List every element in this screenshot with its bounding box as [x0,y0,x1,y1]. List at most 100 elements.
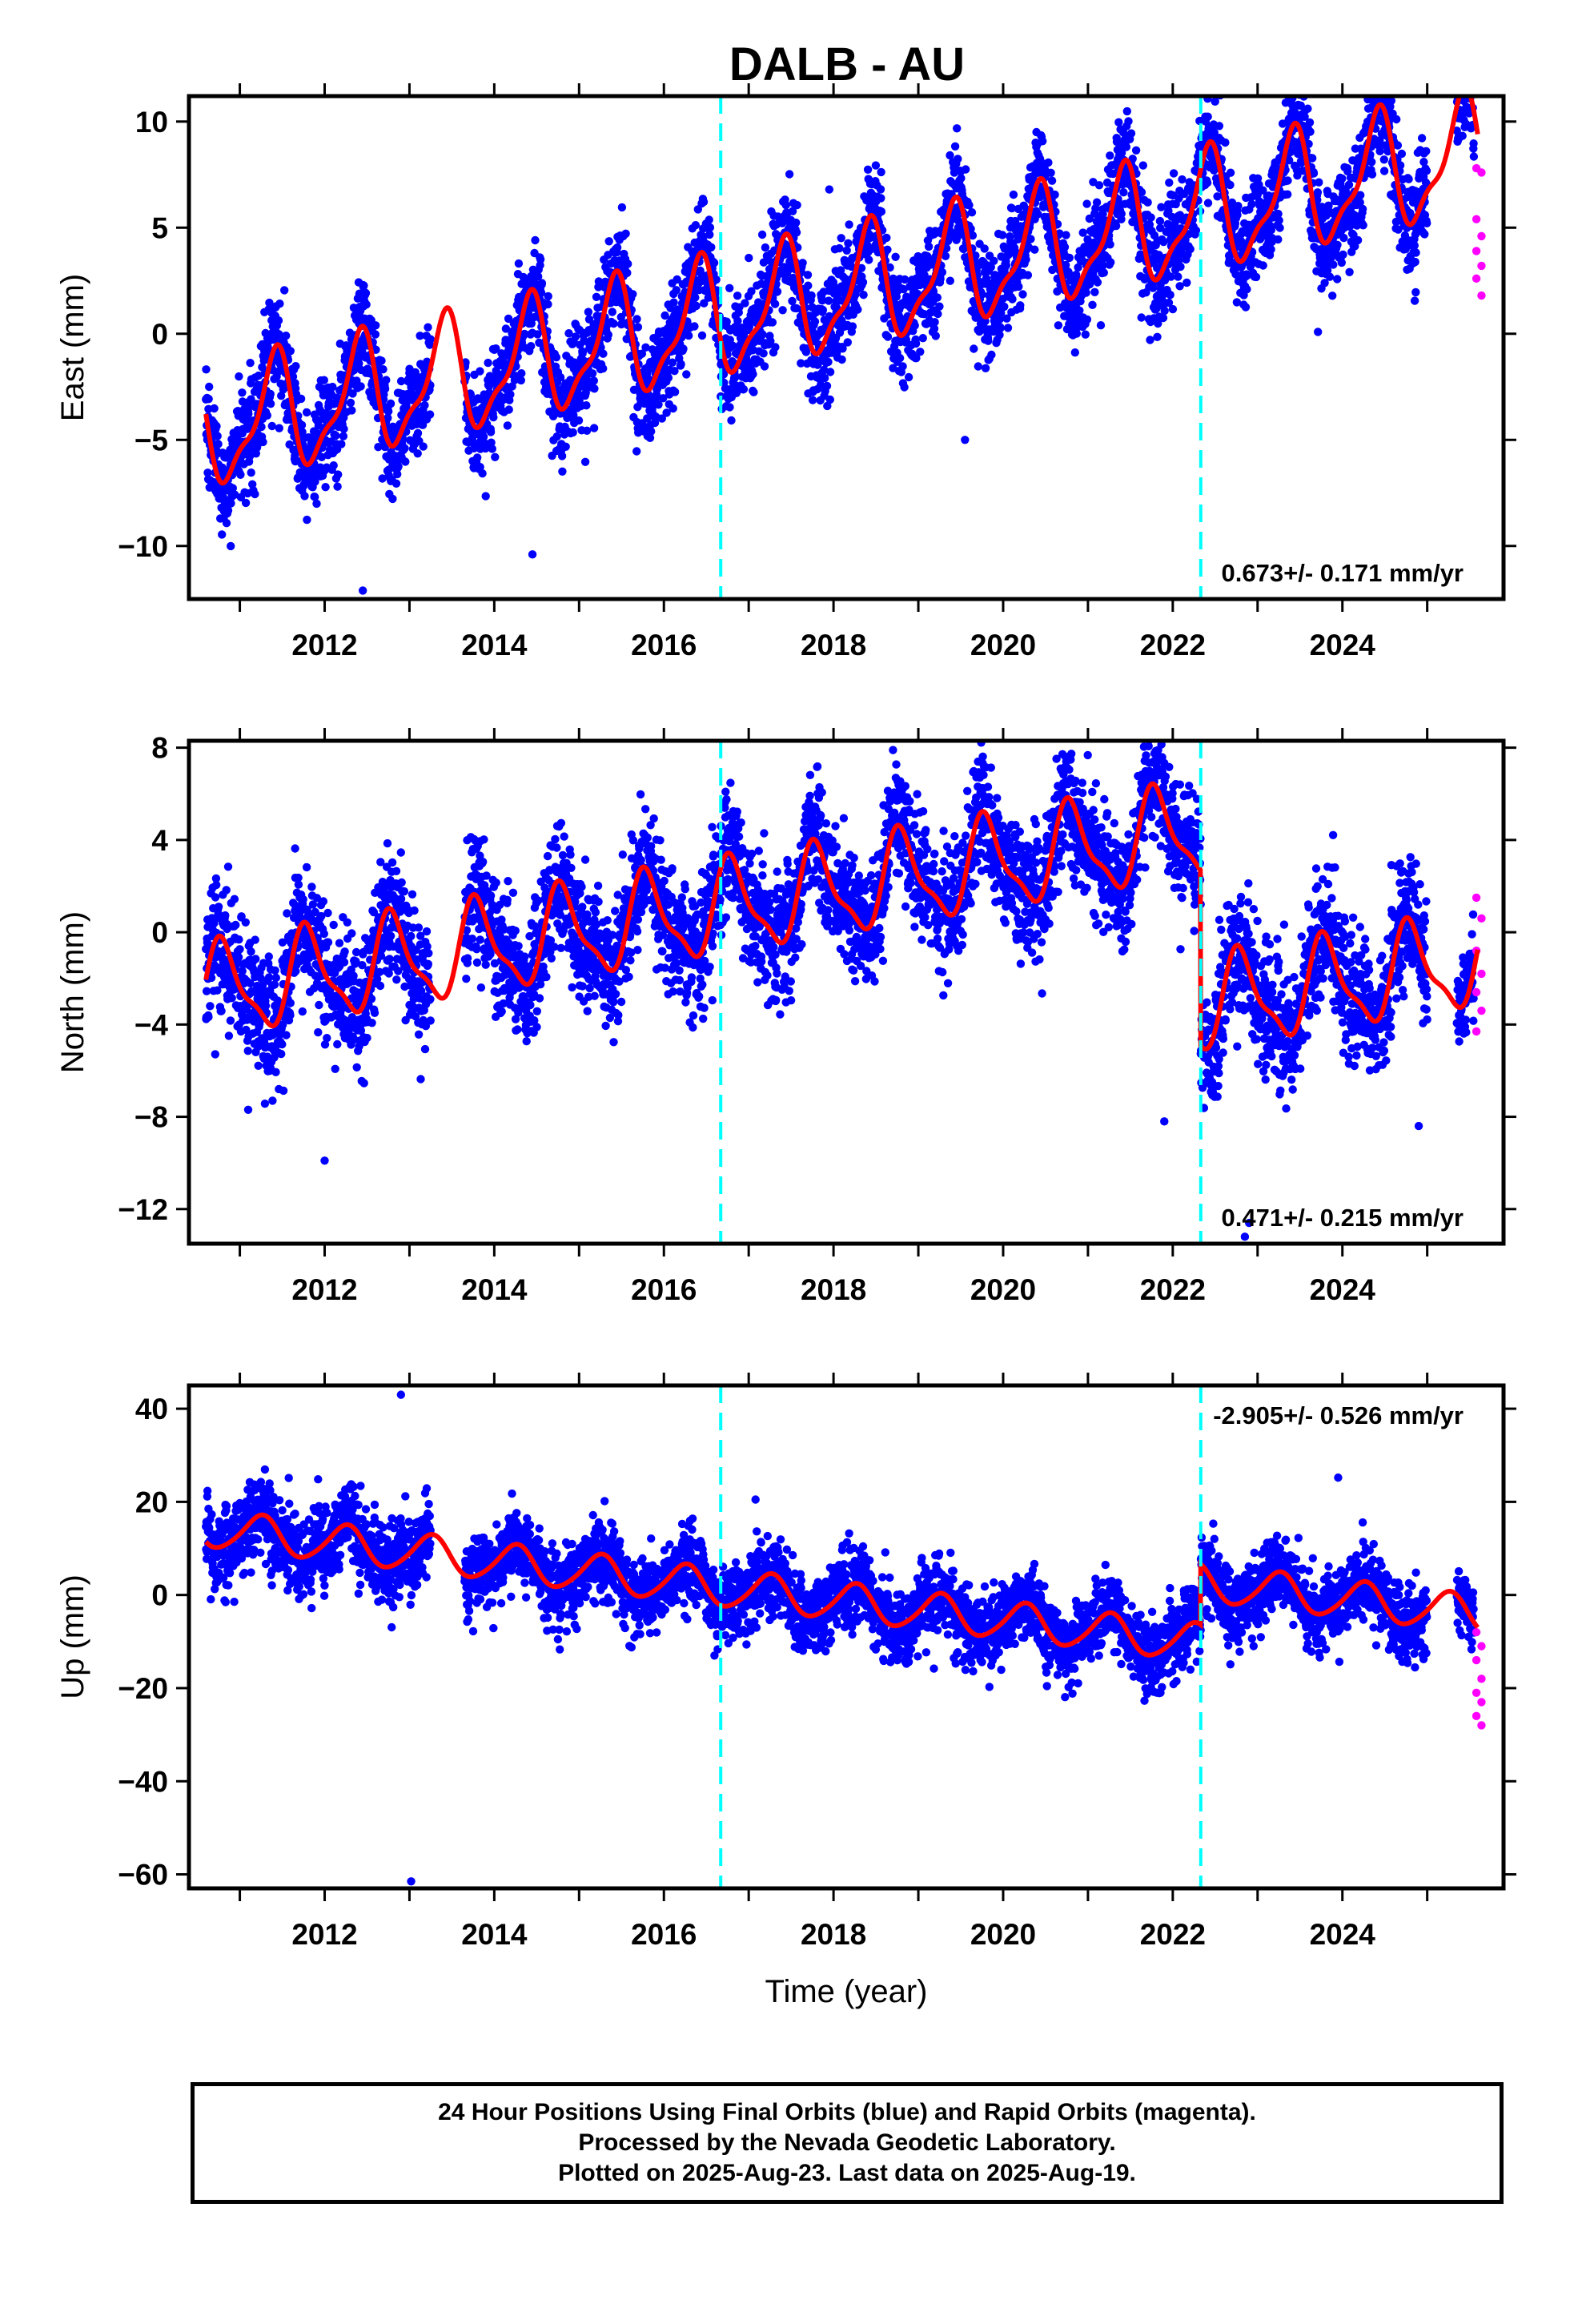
final-orbit-point [329,461,338,470]
final-orbit-point [1092,198,1102,207]
final-orbit-point [1060,243,1070,251]
final-orbit-point [709,259,719,267]
final-orbit-point [682,370,691,379]
final-orbit-point [679,344,688,353]
final-orbit-point [1458,131,1467,140]
final-orbit-point [333,482,342,491]
final-orbit-point [520,329,529,339]
final-orbit-point [533,330,542,339]
final-orbit-point [669,404,677,413]
final-orbit-point [536,288,546,297]
final-orbit-point [824,296,833,305]
final-orbit-point [1226,168,1235,177]
final-orbit-point [484,358,492,368]
final-orbit-point [266,400,275,408]
rapid-orbit-point [1477,291,1486,300]
final-orbit-point [669,298,678,307]
final-orbit-point [426,335,435,344]
final-orbit-point [1315,178,1323,187]
final-orbit-point [1119,188,1128,197]
final-orbit-point [768,318,777,327]
final-orbit-point [924,242,934,251]
final-orbit-point [202,365,211,374]
outlier-point [825,185,834,194]
final-orbit-point [347,406,356,415]
final-orbit-point [1160,306,1169,316]
final-orbit-point [288,372,298,381]
final-orbit-point [1469,139,1478,148]
final-orbit-point [478,469,487,478]
final-orbit-point [843,338,853,347]
final-orbit-point [359,281,368,290]
final-orbit-point [1082,288,1090,297]
final-orbit-point [609,319,618,328]
final-orbit-point [1375,64,1383,72]
final-orbit-point [891,252,900,261]
final-orbit-point [425,410,435,419]
final-orbit-point [617,203,627,212]
final-orbit-point [569,411,578,420]
final-orbit-point [984,336,993,345]
final-orbit-point [362,300,371,309]
final-orbit-point [1038,137,1047,146]
final-orbit-point [1065,253,1074,263]
final-orbit-point [1314,328,1323,336]
final-orbit-point [1137,313,1146,322]
final-orbit-point [771,343,780,352]
final-orbit-point [935,302,944,311]
final-orbit-point [877,167,885,177]
final-orbit-point [574,416,584,425]
final-orbit-point [481,492,490,501]
final-orbit-point [300,492,309,501]
final-orbit-point [1247,199,1256,209]
final-orbit-point [212,422,221,431]
final-orbit-point [1411,287,1420,297]
final-orbit-point [275,300,284,308]
final-orbit-point [1376,80,1384,88]
figure-title: DALB - AU [729,38,965,90]
final-orbit-point [1466,67,1474,75]
final-orbit-point [275,424,283,432]
final-orbit-point [1143,198,1152,207]
final-orbit-point [998,231,1007,239]
final-orbit-point [1082,199,1091,208]
final-orbit-point [1093,278,1102,287]
final-orbit-point [760,362,769,371]
final-orbit-point [286,347,295,356]
final-orbit-point [311,493,319,501]
outlier-point [358,586,367,595]
final-orbit-point [1463,45,1471,53]
final-orbit-point [727,416,736,425]
final-orbit-point [487,438,496,447]
final-orbit-point [1096,321,1106,330]
final-orbit-point [934,309,942,319]
final-orbit-point [1465,66,1473,74]
final-orbit-point [486,428,496,436]
final-orbit-point [374,443,383,452]
final-orbit-point [1379,155,1389,164]
final-orbit-point [900,383,909,392]
final-orbit-point [685,331,693,340]
final-orbit-point [582,401,591,410]
final-orbit-point [228,484,237,493]
final-orbit-point [980,244,989,253]
final-orbit-point [1339,233,1348,243]
final-orbit-point [1292,69,1300,77]
final-orbit-point [339,432,348,440]
final-orbit-point [413,428,423,438]
final-orbit-point [1417,134,1427,143]
final-orbit-point [739,384,749,394]
final-orbit-point [1047,176,1057,185]
final-orbit-point [386,399,396,408]
final-orbit-point [355,359,363,368]
final-orbit-point [203,468,212,477]
final-orbit-point [844,239,853,247]
final-orbit-point [1050,190,1059,199]
final-orbit-point [321,483,330,492]
final-orbit-point [835,243,844,253]
final-orbit-point [1377,82,1385,90]
final-orbit-point [824,357,833,367]
final-orbit-point [1466,50,1474,58]
final-orbit-point [1191,226,1201,235]
final-orbit-point [217,1007,226,1015]
